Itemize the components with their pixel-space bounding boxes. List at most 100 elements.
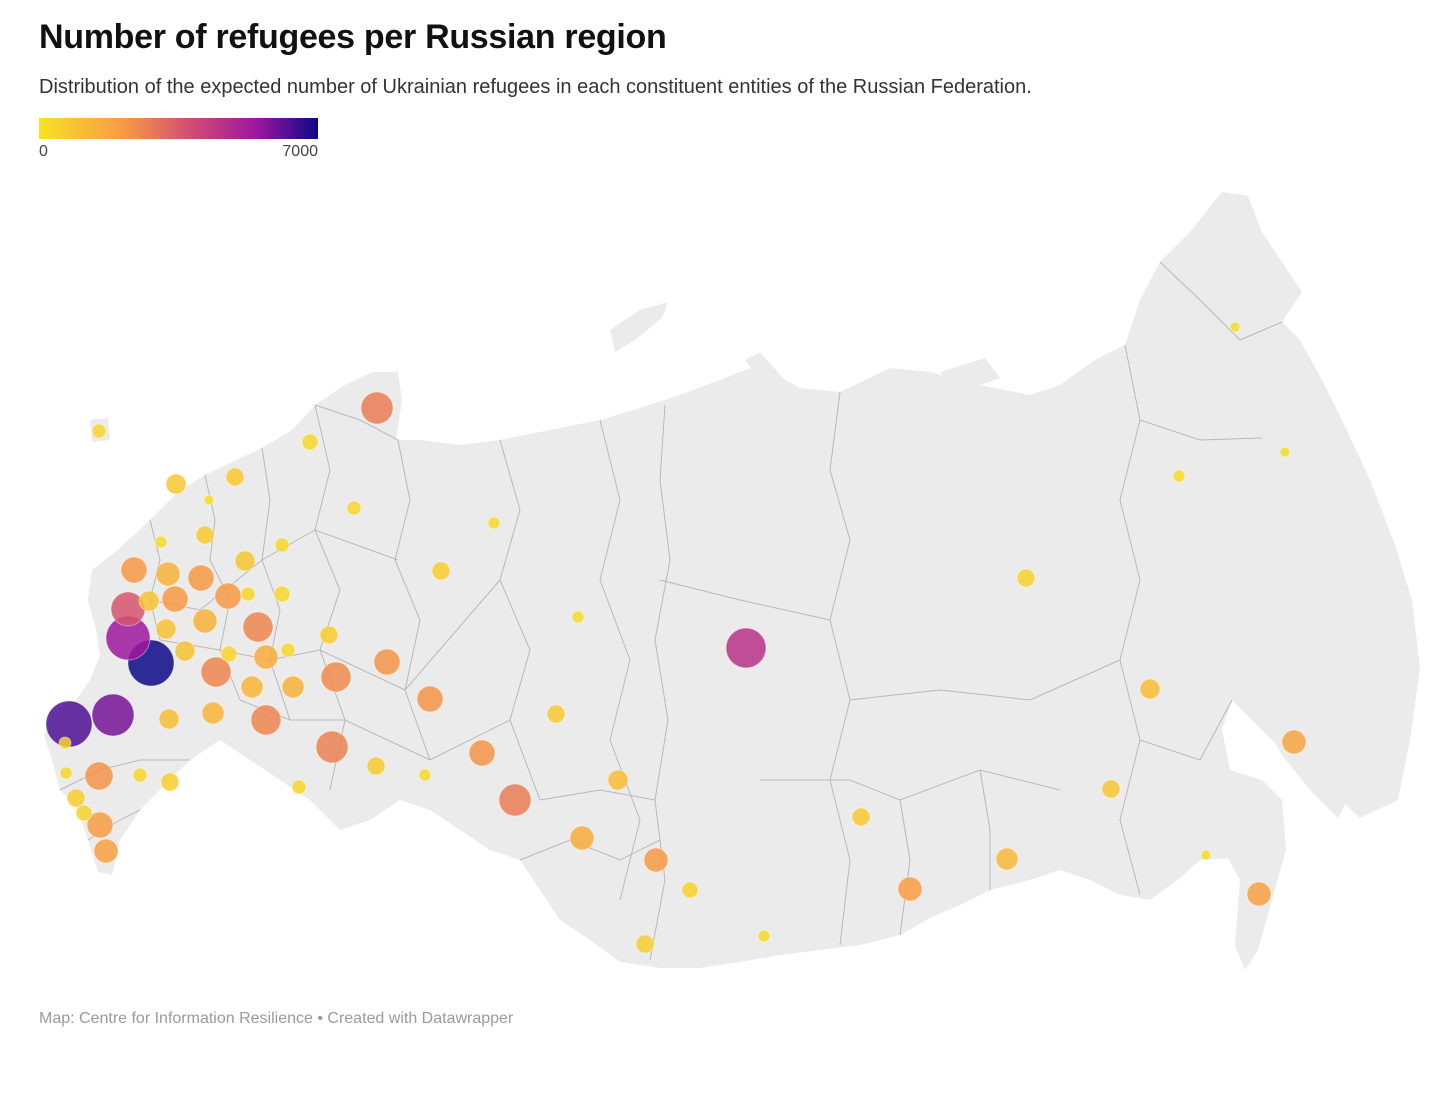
region-marker[interactable] [225, 467, 245, 487]
region-marker[interactable] [1246, 881, 1272, 907]
region-marker[interactable] [1139, 678, 1161, 700]
russia-region-map [44, 192, 1420, 970]
region-marker[interactable] [757, 929, 771, 943]
region-marker[interactable] [1281, 729, 1307, 755]
region-marker[interactable] [161, 585, 189, 613]
region-marker[interactable] [291, 779, 307, 795]
region-marker[interactable] [273, 585, 291, 603]
mainland [44, 192, 1420, 970]
region-marker[interactable] [195, 525, 215, 545]
region-marker[interactable] [643, 847, 669, 873]
refugee-markers [45, 321, 1307, 954]
region-marker[interactable] [851, 807, 871, 827]
region-marker[interactable] [1016, 568, 1036, 588]
region-border [599, 419, 641, 901]
region-marker[interactable] [59, 766, 73, 780]
region-marker[interactable] [274, 537, 290, 553]
region-marker[interactable] [281, 675, 305, 699]
region-marker[interactable] [187, 564, 215, 592]
kamchatka [1262, 430, 1388, 590]
region-border [659, 579, 831, 621]
region-border [394, 439, 431, 761]
region-marker[interactable] [1101, 779, 1121, 799]
color-legend-bar [39, 118, 318, 139]
sakhalin [1252, 695, 1345, 818]
region-marker[interactable] [160, 772, 180, 792]
region-marker[interactable] [86, 811, 114, 839]
region-marker[interactable] [174, 640, 196, 662]
region-border [59, 759, 190, 791]
region-marker[interactable] [200, 656, 232, 688]
region-marker[interactable] [155, 618, 177, 640]
region-marker[interactable] [1279, 446, 1291, 458]
taymyr-islands [745, 352, 785, 392]
region-marker[interactable] [155, 561, 181, 587]
chart-subtitle: Distribution of the expected number of U… [39, 76, 1032, 98]
region-marker[interactable] [571, 610, 585, 624]
region-marker[interactable] [154, 535, 168, 549]
region-marker[interactable] [240, 675, 264, 699]
region-marker[interactable] [214, 582, 242, 610]
region-border [899, 799, 911, 936]
region-marker[interactable] [250, 704, 282, 736]
region-marker[interactable] [240, 586, 256, 602]
region-marker[interactable] [280, 642, 296, 658]
region-marker[interactable] [301, 433, 319, 451]
region-marker[interactable] [315, 730, 349, 764]
region-marker[interactable] [373, 648, 401, 676]
region-marker[interactable] [234, 550, 256, 572]
region-border [1139, 419, 1263, 441]
region-border [149, 519, 161, 641]
region-border [1119, 344, 1141, 896]
new-siberian-islands [940, 358, 1000, 392]
region-marker[interactable] [607, 769, 629, 791]
region-marker[interactable] [487, 516, 501, 530]
region-marker[interactable] [346, 500, 362, 516]
region-marker[interactable] [1200, 849, 1212, 861]
region-marker[interactable] [138, 590, 160, 612]
region-marker[interactable] [546, 704, 566, 724]
region-marker[interactable] [319, 625, 339, 645]
region-border [1159, 261, 1283, 341]
region-marker[interactable] [91, 693, 135, 737]
region-marker[interactable] [468, 739, 496, 767]
region-marker[interactable] [93, 838, 119, 864]
region-marker[interactable] [242, 611, 274, 643]
region-marker[interactable] [203, 494, 215, 506]
region-marker[interactable] [431, 561, 451, 581]
source-footer: Map: Centre for Information Resilience •… [39, 1010, 514, 1027]
region-marker[interactable] [569, 825, 595, 851]
legend-max-label: 7000 [282, 143, 318, 160]
region-marker[interactable] [132, 767, 148, 783]
region-marker[interactable] [725, 627, 767, 669]
region-marker[interactable] [360, 391, 394, 425]
region-marker[interactable] [995, 847, 1019, 871]
region-marker[interactable] [201, 701, 225, 725]
region-marker[interactable] [416, 685, 444, 713]
region-marker[interactable] [635, 934, 655, 954]
region-marker[interactable] [220, 645, 238, 663]
region-border [519, 839, 661, 861]
region-border [1139, 699, 1233, 761]
region-marker[interactable] [1229, 321, 1241, 333]
region-marker[interactable] [320, 661, 352, 693]
region-marker[interactable] [681, 881, 699, 899]
region-marker[interactable] [192, 608, 218, 634]
region-marker[interactable] [498, 783, 532, 817]
region-marker[interactable] [165, 473, 187, 495]
region-marker[interactable] [75, 804, 93, 822]
region-border [539, 789, 656, 801]
region-marker[interactable] [1172, 469, 1186, 483]
region-marker[interactable] [120, 556, 148, 584]
region-marker[interactable] [84, 761, 114, 791]
region-border [261, 447, 291, 721]
region-marker[interactable] [158, 708, 180, 730]
region-marker[interactable] [366, 756, 386, 776]
region-marker[interactable] [897, 876, 923, 902]
region-marker[interactable] [91, 423, 107, 439]
region-marker[interactable] [66, 788, 86, 808]
region-marker[interactable] [418, 768, 432, 782]
region-border [499, 439, 541, 801]
region-marker[interactable] [253, 644, 279, 670]
region-marker[interactable] [58, 736, 72, 750]
